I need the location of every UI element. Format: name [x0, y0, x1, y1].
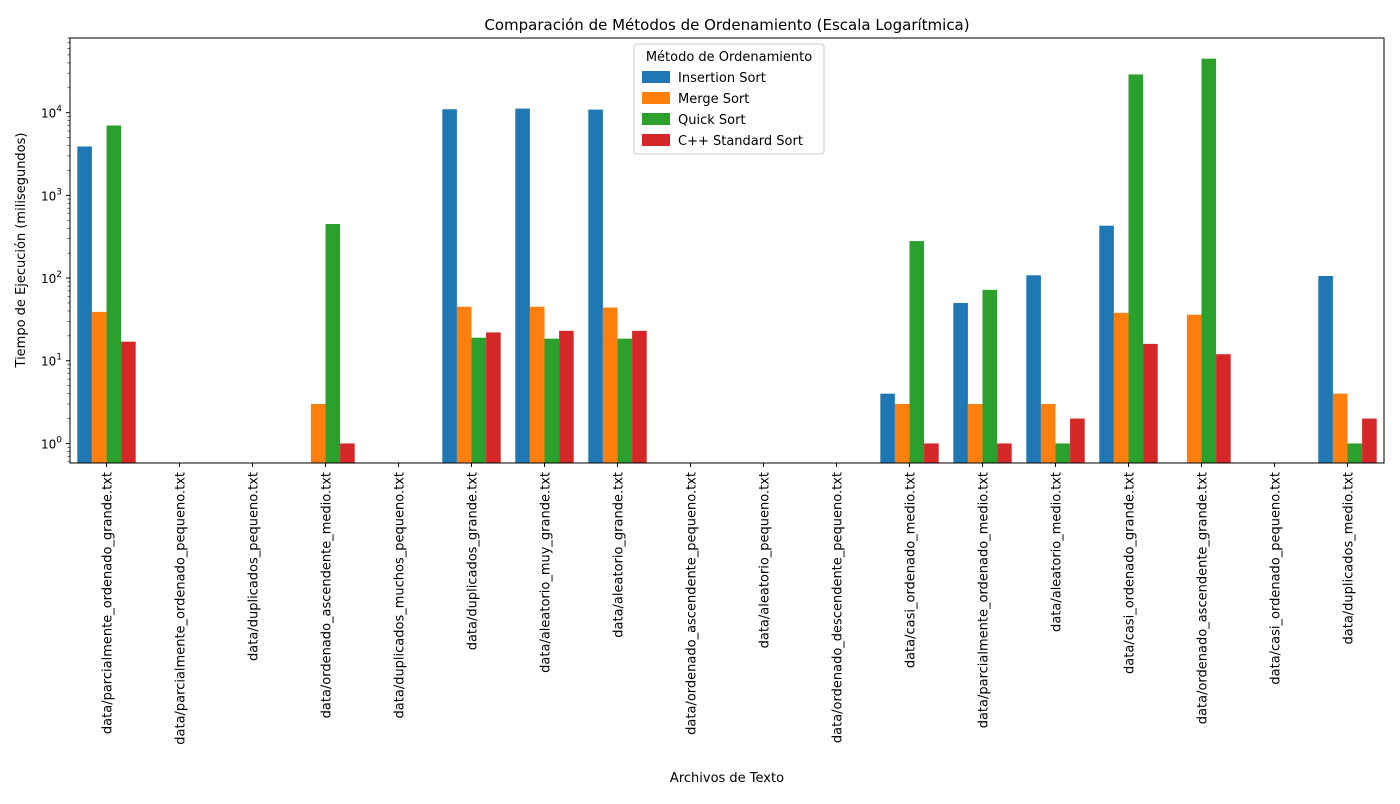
bar	[997, 443, 1012, 463]
legend-box	[633, 43, 825, 155]
legend: Método de Ordenamiento Insertion Sort Mer…	[633, 43, 825, 155]
bar	[602, 307, 618, 463]
x-tick-label: data/ordenado_ascendente_medio.txt	[320, 472, 335, 718]
legend-swatch	[642, 92, 670, 104]
x-axis-label: Archivos de Texto	[670, 771, 784, 786]
bar	[924, 443, 939, 463]
bar	[106, 125, 122, 464]
x-tick-label: data/ordenado_ascendente_grande.txt	[1196, 472, 1211, 724]
bar	[894, 403, 910, 463]
x-tick-label: data/casi_ordenado_grande.txt	[1123, 472, 1138, 674]
y-tick-label: 100	[41, 435, 62, 451]
bar	[617, 338, 633, 463]
bar	[1099, 225, 1114, 463]
bar	[909, 241, 925, 463]
x-tick-label: data/parcialmente_ordenado_medio.txt	[977, 472, 992, 728]
bar	[632, 330, 647, 463]
legend-label: Quick Sort	[678, 113, 746, 128]
bar	[529, 306, 545, 463]
bar	[121, 341, 136, 463]
x-tick-label: data/duplicados_muchos_pequeno.txt	[393, 472, 408, 718]
bars-group	[77, 58, 1377, 464]
x-tick-label: data/parcialmente_ordenado_grande.txt	[101, 472, 116, 734]
legend-title: Método de Ordenamiento	[646, 50, 812, 65]
x-tick-label: data/aleatorio_pequeno.txt	[758, 472, 773, 648]
bar	[1143, 343, 1158, 463]
bar	[1113, 312, 1129, 463]
bar	[1201, 58, 1217, 463]
bar	[310, 403, 326, 463]
legend-swatch	[642, 134, 670, 146]
x-tick-label: data/parcialmente_ordenado_pequeno.txt	[174, 472, 189, 745]
bar	[1026, 275, 1041, 463]
bar	[559, 330, 574, 463]
legend-label: Merge Sort	[678, 92, 749, 107]
y-tick-label: 102	[41, 270, 62, 286]
bar	[340, 443, 355, 463]
bar	[471, 337, 487, 463]
bar	[77, 146, 92, 464]
bar	[588, 109, 603, 463]
x-tick-label: data/aleatorio_grande.txt	[612, 472, 627, 638]
bar	[515, 108, 530, 464]
y-tick-label: 103	[41, 187, 62, 203]
y-tick-label: 104	[41, 105, 62, 121]
bar	[967, 403, 983, 463]
chart-title: Comparación de Métodos de Ordenamiento (…	[484, 16, 969, 34]
x-tick-label: data/duplicados_pequeno.txt	[247, 472, 262, 661]
bar	[486, 332, 501, 463]
legend-label: C++ Standard Sort	[678, 134, 803, 149]
x-tick-label: data/aleatorio_medio.txt	[1050, 472, 1065, 632]
legend-swatch	[642, 71, 670, 83]
x-tick-label: data/aleatorio_muy_grande.txt	[539, 472, 554, 673]
bar	[1332, 393, 1348, 463]
bar	[442, 109, 457, 463]
bar	[953, 302, 968, 463]
legend-swatch	[642, 113, 670, 125]
x-tick-label: data/ordenado_ascendente_pequeno.txt	[685, 472, 700, 735]
y-axis-label: Tiempo de Ejecución (milisegundos)	[14, 133, 29, 369]
bar	[325, 224, 341, 463]
bar	[1362, 418, 1377, 463]
x-tick-label: data/ordenado_descendente_pequeno.txt	[831, 472, 846, 743]
bar	[1318, 275, 1333, 463]
x-tick-label: data/duplicados_medio.txt	[1342, 472, 1357, 645]
y-axis: 100 101 102 103 104	[41, 37, 70, 463]
bar	[1070, 418, 1085, 463]
bar	[982, 289, 998, 463]
bar	[91, 311, 107, 463]
legend-label: Insertion Sort	[678, 71, 766, 86]
bar	[880, 393, 895, 463]
bar	[1347, 443, 1363, 463]
x-tick-label: data/duplicados_grande.txt	[466, 472, 481, 650]
x-axis: data/parcialmente_ordenado_grande.txt dat…	[101, 463, 1357, 745]
x-tick-label: data/casi_ordenado_pequeno.txt	[1269, 472, 1284, 685]
bar	[1186, 314, 1202, 463]
x-tick-label: data/casi_ordenado_medio.txt	[904, 472, 919, 668]
bar	[1216, 354, 1231, 463]
bar	[1055, 443, 1071, 463]
bar	[1040, 403, 1056, 463]
bar	[456, 306, 472, 463]
bar	[1128, 74, 1144, 463]
plot-frame	[69, 37, 1385, 464]
bar	[544, 338, 560, 463]
y-tick-label: 101	[41, 353, 62, 369]
